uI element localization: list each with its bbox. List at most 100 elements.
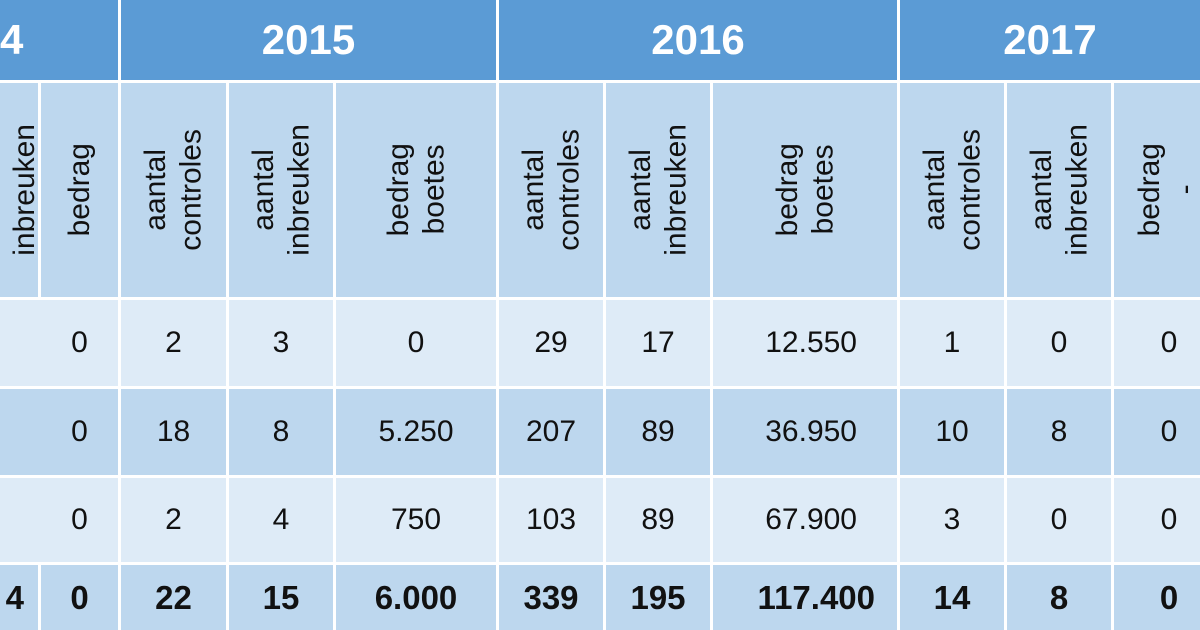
col-header-text: inbreuken <box>659 124 692 256</box>
total-cell: 195 <box>606 565 710 630</box>
total-cell: 6.000 <box>336 565 496 630</box>
col-header-text: controles <box>953 129 986 251</box>
total-cell: 8 <box>1007 565 1111 630</box>
table-cell: 10 <box>900 389 1004 475</box>
cell-value: 0 <box>71 503 88 536</box>
year-2016-label: 2016 <box>651 16 745 63</box>
table-cell: 0 <box>1114 478 1200 562</box>
col-header-2015-bedrag-boetes: bedrag boetes <box>336 83 496 297</box>
year-2015-label: 2015 <box>261 16 356 63</box>
cell-value: 3 <box>272 326 290 359</box>
table-cell: 89 <box>606 389 710 475</box>
table-cell: 29 <box>499 300 603 386</box>
cell-value: 750 <box>390 503 442 536</box>
total-cell: 339 <box>499 565 603 630</box>
table-cell: 4 <box>229 478 333 562</box>
total-value: 0 <box>70 578 89 616</box>
cell-value: 36.950 <box>765 415 857 448</box>
table-cell: 0 <box>336 300 496 386</box>
col-header-text: controles <box>174 129 208 251</box>
table-cell: 0 <box>41 478 118 562</box>
table-cell: 0 <box>1114 389 1200 475</box>
col-header-text: bedrag <box>62 143 96 237</box>
col-header-2015-aantal-controles: aantal controles <box>121 83 226 297</box>
col-header-text: aantal <box>623 149 657 231</box>
total-value: 339 <box>523 578 579 616</box>
year-2017-label: 2017 <box>1003 16 1097 63</box>
total-cell: 0 <box>41 565 118 630</box>
cell-value: 0 <box>1160 503 1178 536</box>
total-value: 117.400 <box>757 578 875 616</box>
table-cell: 0 <box>1114 300 1200 386</box>
total-value: 0 <box>1159 578 1179 616</box>
col-header-text: aantal <box>516 149 550 231</box>
col-header-text: aantal <box>917 149 951 231</box>
table-cell: 0 <box>41 389 118 475</box>
table-cell: 67.900 <box>713 478 897 562</box>
cell-value: 67.900 <box>765 503 857 536</box>
col-header-2016-aantal-inbreuken: aantal inbreuken <box>606 83 710 297</box>
col-header-text: boetes <box>417 144 450 236</box>
year-header-2015: 2015 <box>121 0 496 80</box>
table-cell: 3 <box>900 478 1004 562</box>
cell-value: 1 <box>943 326 961 359</box>
table-cell: 12.550 <box>713 300 897 386</box>
table-cell: 0 <box>41 300 118 386</box>
total-value: 195 <box>630 578 686 616</box>
total-cell: 4 <box>0 565 38 630</box>
table-cell: 18 <box>121 389 226 475</box>
total-value: 8 <box>1049 578 1069 616</box>
table-cell: 103 <box>499 478 603 562</box>
table-cell: 8 <box>229 389 333 475</box>
cell-value: 10 <box>935 415 969 448</box>
col-header-text: aantal <box>139 149 173 231</box>
col-header-text: aantal <box>246 149 280 231</box>
total-cell: 15 <box>229 565 333 630</box>
col-header-2014-inbreuken: inbreuken <box>0 83 38 297</box>
total-value: 4 <box>5 578 24 616</box>
col-header-text: bedrag <box>1133 143 1166 237</box>
cell-value: 89 <box>641 415 675 448</box>
col-header-2017-aantal-controles: aantal controles <box>900 83 1004 297</box>
col-header-text: inbreuken <box>282 124 315 256</box>
table-cell: 2 <box>121 300 226 386</box>
table-cell: 17 <box>606 300 710 386</box>
cell-value: 103 <box>525 503 577 536</box>
cell-value: 0 <box>71 326 88 359</box>
total-value: 14 <box>933 578 971 616</box>
col-header-2016-aantal-controles: aantal controles <box>499 83 603 297</box>
col-header-2016-bedrag-boetes: bedrag boetes <box>713 83 897 297</box>
table-cell: 750 <box>336 478 496 562</box>
cell-value: 29 <box>534 326 568 359</box>
table-cell: 8 <box>1007 389 1111 475</box>
cell-value: 8 <box>272 415 290 448</box>
table-cell: 0 <box>1007 300 1111 386</box>
year-2014-fragment: 4 <box>0 16 24 63</box>
col-header-text: inbreuken <box>1060 124 1093 256</box>
cell-value: 12.550 <box>765 326 857 359</box>
cell-value: 8 <box>1050 415 1068 448</box>
total-cell: 22 <box>121 565 226 630</box>
cell-value: 0 <box>1050 326 1068 359</box>
col-header-text: bedrag <box>770 143 804 237</box>
cell-value: 17 <box>641 326 675 359</box>
total-cell: 117.400 <box>713 565 897 630</box>
cell-value: 2 <box>165 503 182 536</box>
table-cell: 2 <box>121 478 226 562</box>
year-header-2016: 2016 <box>499 0 897 80</box>
col-header-2014-bedrag: bedrag <box>41 83 118 297</box>
cell-value: 0 <box>71 415 88 448</box>
col-header-text: aantal <box>1024 149 1058 231</box>
cell-value: 18 <box>156 415 191 448</box>
table-cell: 1 <box>900 300 1004 386</box>
col-header-text: controles <box>552 129 585 251</box>
cell-value: 89 <box>641 503 675 536</box>
total-value: 22 <box>155 578 192 616</box>
cell-value: 2 <box>165 326 182 359</box>
col-header-text: boetes <box>806 144 839 236</box>
col-header-2017-bedrag: bedrag - <box>1114 83 1200 297</box>
table-cell: 89 <box>606 478 710 562</box>
total-value: 15 <box>262 578 300 616</box>
year-header-2017: 2017 <box>900 0 1200 80</box>
year-header-2014: 4 <box>0 0 118 80</box>
